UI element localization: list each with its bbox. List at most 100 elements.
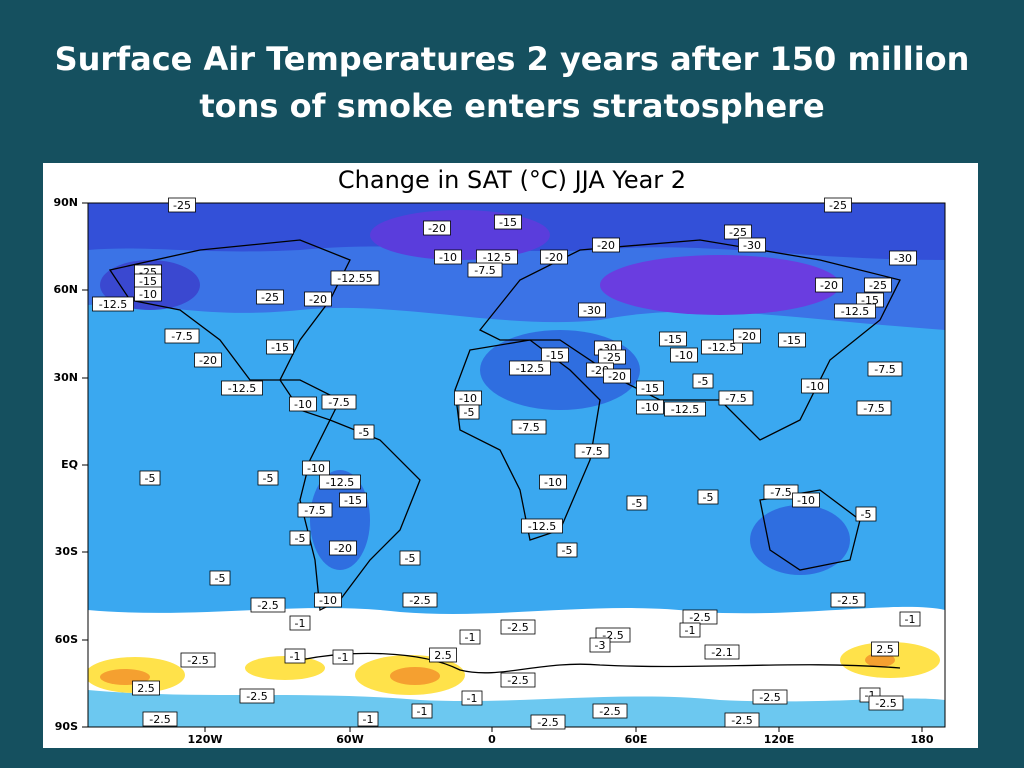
contour-label-box [284, 648, 306, 664]
contour-label-text: 2.5 [137, 682, 155, 695]
contour-label-box [659, 331, 687, 347]
contour-label-box [578, 302, 606, 318]
contour-label-text: -12.5 [841, 305, 869, 318]
map-panel: Change in SAT (°C) JJA Year 2 90N 60N 30N E… [43, 163, 978, 748]
contour-label-text: -10 [459, 392, 477, 405]
contour-label-box [899, 611, 921, 627]
contour-label: -5 [289, 530, 311, 546]
contour-label-box [434, 249, 462, 265]
contour-label-text: -1 [417, 705, 428, 718]
contour-label-box [266, 339, 294, 355]
contour-label-text: -5 [405, 552, 416, 565]
contour-label-text: -7.5 [328, 396, 349, 409]
contour-label-box [339, 492, 367, 508]
contour-label-text: -2.5 [875, 697, 896, 710]
contour-label-text: -1 [465, 631, 476, 644]
contour-label-box [636, 380, 664, 396]
contour-label-text: -5 [698, 375, 709, 388]
contour-label-box [509, 360, 551, 376]
contour-label: -5 [139, 470, 161, 486]
contour-label-text: -7.5 [874, 363, 895, 376]
contour-label: -20 [592, 237, 620, 253]
contour-label-text: -5 [703, 491, 714, 504]
contour-label-text: -7.5 [171, 330, 192, 343]
contour-label-box [697, 489, 719, 505]
contour-label: -12.5 [476, 249, 518, 265]
contour-label-text: -12.5 [326, 476, 354, 489]
contour-label-text: -10 [641, 401, 659, 414]
contour-label-box [724, 712, 760, 728]
contour-label: -7.5 [867, 361, 903, 377]
contour-label-text: -15 [139, 275, 157, 288]
contour-label: -30 [889, 250, 917, 266]
contour-label-box [221, 380, 263, 396]
contour-label: -2.5 [752, 689, 788, 705]
contour-label: -7.5 [321, 394, 357, 410]
contour-label: -20 [194, 352, 222, 368]
contour-label-box [304, 291, 332, 307]
contour-label-box [801, 378, 829, 394]
contour-label-box [330, 270, 380, 286]
contour-label: -5 [855, 506, 877, 522]
contour-label-text: -12.5 [708, 341, 736, 354]
contour-label-text: -1 [685, 624, 696, 637]
contour-label-box [733, 328, 761, 344]
contour-label-box [257, 470, 279, 486]
contour-label: -2.5 [500, 672, 536, 688]
contour-label: -7.5 [511, 419, 547, 435]
contour-label-text: -20 [597, 239, 615, 252]
contour-label: -5 [209, 570, 231, 586]
contour-label-text: -5 [632, 497, 643, 510]
contour-label-text: -2.5 [257, 599, 278, 612]
contour-label-box [752, 689, 788, 705]
lon-label: 0 [488, 733, 496, 746]
contour-label: -25 [824, 197, 852, 213]
contour-label: -2.5 [500, 619, 536, 635]
contour-label: -1 [357, 711, 379, 727]
contour-label-box [321, 394, 357, 410]
contour-label-text: -25 [173, 199, 191, 212]
contour-label-box [636, 399, 664, 415]
contour-label-text: -1 [865, 689, 876, 702]
contour-label: -25 [864, 277, 892, 293]
contour-label-text: -10 [439, 251, 457, 264]
contour-label-box [603, 368, 631, 384]
contour-label-text: 2.5 [876, 643, 894, 656]
contour-label: -12.55 [330, 270, 380, 286]
contour-label-text: -25 [869, 279, 887, 292]
contour-label-text: -5 [263, 472, 274, 485]
contour-label-text: -25 [261, 291, 279, 304]
contour-label: -10 [454, 390, 482, 406]
contour-label-box [411, 703, 433, 719]
contour-label-text: -1 [290, 650, 301, 663]
contour-label-box [289, 615, 311, 631]
contour-label-text: -1 [295, 617, 306, 630]
lon-label: 180 [911, 733, 934, 746]
lat-label: 90N [53, 196, 78, 209]
contour-label-box [132, 680, 160, 696]
field [88, 203, 945, 727]
contour-label: -20 [540, 249, 568, 265]
contour-label-text: -15 [641, 382, 659, 395]
contour-label-text: -7.5 [863, 402, 884, 415]
contour-label-box [319, 474, 361, 490]
contour-label: -10 [792, 492, 820, 508]
contour-label-box [540, 249, 568, 265]
contour-label: -30 [738, 237, 766, 253]
contour-label-box [511, 419, 547, 435]
contour-label-text: -20 [545, 251, 563, 264]
contour-label: -1 [899, 611, 921, 627]
contour-label-box [855, 506, 877, 522]
contour-label-text: -10 [806, 380, 824, 393]
contour-label-box [718, 390, 754, 406]
contour-label-box [521, 518, 563, 534]
contour-label-box [867, 361, 903, 377]
contour-label-box [329, 540, 357, 556]
contour-label-box [626, 495, 648, 511]
contour-label: -12.5 [221, 380, 263, 396]
contour-label: -2.5 [180, 652, 216, 668]
contour-label-text: 2.5 [434, 649, 452, 662]
contour-label-box [868, 695, 904, 711]
contour-label-text: -2.5 [507, 674, 528, 687]
contour-label-text: -20 [309, 293, 327, 306]
